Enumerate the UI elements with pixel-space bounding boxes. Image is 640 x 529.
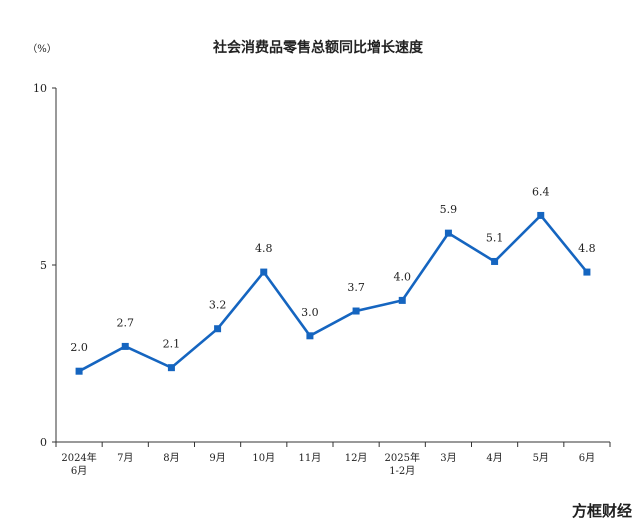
- data-point: [306, 332, 314, 340]
- x-tick-label: 3月: [440, 452, 456, 464]
- data-point: [583, 268, 591, 276]
- x-tick-label: 2025年 1-2月: [385, 451, 420, 477]
- data-point: [444, 229, 452, 237]
- axes: [52, 87, 611, 447]
- data-label: 4.0: [394, 270, 412, 283]
- data-label: 5.1: [486, 231, 504, 244]
- data-point: [260, 268, 268, 276]
- x-tick-label: 11月: [299, 452, 322, 464]
- chart-title: 社会消费品零售总额同比增长速度: [212, 39, 424, 56]
- data-point: [214, 325, 222, 333]
- data-label: 4.8: [578, 242, 596, 255]
- series-line: [78, 213, 588, 373]
- x-tick-label: 12月: [345, 452, 368, 464]
- data-point: [167, 364, 175, 372]
- data-point: [398, 296, 406, 304]
- y-tick-label: 5: [40, 259, 47, 272]
- data-point: [121, 342, 129, 350]
- data-label: 2.0: [70, 341, 88, 354]
- y-tick-label: 10: [33, 82, 47, 95]
- data-point: [491, 257, 499, 265]
- data-label: 4.8: [255, 242, 273, 255]
- data-label: 3.0: [301, 306, 319, 319]
- watermark-text: 方框财经: [571, 502, 632, 520]
- x-tick-label: 7月: [117, 452, 133, 464]
- y-tick-label: 0: [40, 436, 47, 449]
- x-tick-label: 6月: [579, 452, 595, 464]
- x-tick-label: 2024年 6月: [61, 451, 96, 477]
- data-label: 2.7: [117, 316, 135, 329]
- data-label: 3.7: [347, 281, 365, 294]
- data-label: 5.9: [440, 203, 458, 216]
- data-point: [352, 307, 360, 315]
- y-unit-label: （%）: [27, 43, 57, 55]
- data-label: 6.4: [532, 185, 550, 198]
- data-label: 3.2: [209, 299, 227, 312]
- tick-labels: 0 5 10 2024年 6月 7月 8月 9月 10月 11月 12月 2025年 1-2月 3月 4月 5…: [33, 82, 595, 477]
- data-labels: 2.0 2.7 2.1 3.2 4.8 3.0 3.7 4.0 5.9 5.1 6.4 4.8: [70, 185, 595, 354]
- x-tick-label: 4月: [486, 452, 502, 464]
- series-line-group: [75, 211, 591, 375]
- x-tick-label: 9月: [209, 452, 225, 464]
- x-tick-label: 5月: [533, 452, 549, 464]
- x-tick-label: 8月: [163, 452, 179, 464]
- data-label: 2.1: [163, 338, 181, 351]
- data-point: [75, 367, 83, 375]
- x-tick-label: 10月: [252, 452, 275, 464]
- data-point: [537, 211, 545, 219]
